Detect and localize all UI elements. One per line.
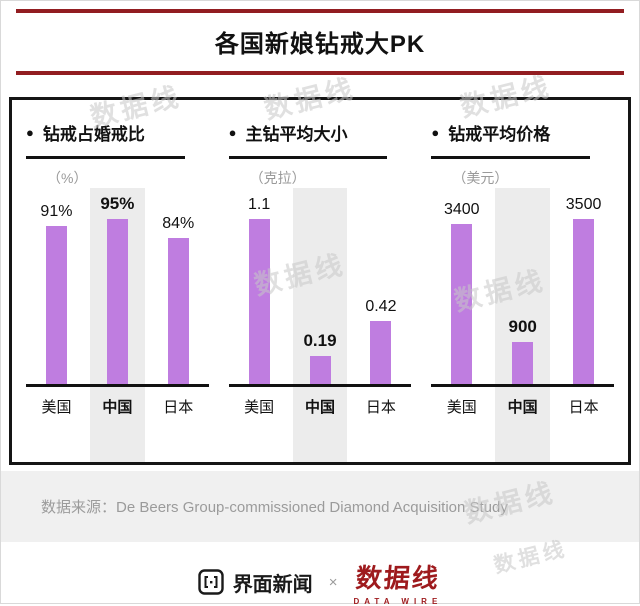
bar-value-label: 84% bbox=[162, 215, 195, 232]
categories: 美国 中国 日本 bbox=[26, 396, 209, 417]
jiemian-logo-icon bbox=[197, 569, 224, 595]
chart-panel: ● 主钻平均大小 （克拉） 1.1 0.19 0.42 美国 中国 日本 bbox=[228, 120, 412, 462]
page-title: 各国新娘钻戒大PK bbox=[214, 31, 426, 58]
highlight-column bbox=[495, 188, 551, 462]
bar-slot: 3500 bbox=[553, 196, 614, 384]
bar-slot: 3400 bbox=[431, 201, 492, 384]
source-text: De Beers Group-commissioned Diamond Acqu… bbox=[116, 499, 508, 516]
bar bbox=[248, 219, 270, 384]
category-label: 日本 bbox=[365, 399, 396, 416]
bar-value-label: 1.1 bbox=[247, 196, 271, 213]
bar-slot: 900 bbox=[492, 317, 553, 384]
panel-unit: （克拉） bbox=[249, 170, 306, 186]
jiemian-logo: 界面新闻 bbox=[197, 568, 313, 597]
bar bbox=[45, 226, 67, 384]
bar-slot: 95% bbox=[87, 194, 148, 384]
panel-header: ● 主钻平均大小 bbox=[228, 120, 388, 159]
plot-area: 1.1 0.19 0.42 美国 中国 日本 bbox=[228, 188, 412, 462]
category-label: 日本 bbox=[568, 399, 599, 416]
bullet-icon: ● bbox=[26, 125, 34, 140]
panel-title: 钻戒平均价格 bbox=[448, 125, 551, 144]
chart-panel: ● 钻戒占婚戒比 （%） 91% 95% 84% 美国 中国 日本 bbox=[26, 120, 209, 462]
bar bbox=[573, 219, 595, 384]
source-label: 数据来源： bbox=[41, 499, 117, 516]
bar bbox=[106, 219, 128, 384]
bullet-icon: ● bbox=[431, 125, 440, 140]
category-label: 美国 bbox=[41, 399, 72, 416]
bar-value-label: 91% bbox=[40, 203, 73, 220]
bar bbox=[370, 321, 392, 384]
datawire-logo: 数据线 DATA WIRE bbox=[353, 558, 442, 606]
bar bbox=[309, 356, 331, 384]
plot-area: 91% 95% 84% 美国 中国 日本 bbox=[26, 188, 209, 462]
category-label: 美国 bbox=[446, 399, 477, 416]
bars: 1.1 0.19 0.42 bbox=[229, 192, 412, 384]
bar-slot: 0.19 bbox=[290, 331, 351, 384]
categories: 美国 中国 日本 bbox=[229, 396, 412, 417]
bar-value-label: 3500 bbox=[565, 196, 602, 213]
datawire-logo-text: 数据线 bbox=[354, 563, 442, 593]
title-rule-bottom bbox=[16, 71, 624, 75]
highlight-column bbox=[292, 188, 348, 462]
bars: 3400 900 3500 bbox=[431, 192, 614, 384]
footer: 界面新闻 × 数据线 DATA WIRE bbox=[1, 542, 639, 606]
x-axis-line bbox=[431, 384, 615, 387]
category-label: 美国 bbox=[244, 399, 275, 416]
panel-header: ● 钻戒平均价格 bbox=[431, 120, 591, 159]
datawire-logo-subtext: DATA WIRE bbox=[353, 597, 443, 606]
jiemian-logo-text: 界面新闻 bbox=[232, 573, 313, 596]
x-axis-line bbox=[228, 384, 412, 387]
bar-value-label: 0.19 bbox=[303, 331, 337, 350]
bar bbox=[167, 238, 189, 384]
chart-panel: ● 钻戒平均价格 （美元） 3400 900 3500 美国 中国 日本 bbox=[431, 120, 615, 462]
bar bbox=[451, 224, 473, 384]
category-label: 日本 bbox=[163, 399, 194, 416]
bar-value-label: 3400 bbox=[443, 201, 480, 218]
bars: 91% 95% 84% bbox=[26, 192, 209, 384]
panel-unit: （%） bbox=[47, 170, 88, 186]
bar-value-label: 95% bbox=[100, 194, 135, 213]
plot-area: 3400 900 3500 美国 中国 日本 bbox=[431, 188, 615, 462]
bar bbox=[512, 342, 534, 384]
bar-slot: 1.1 bbox=[229, 196, 290, 384]
panel-header: ● 钻戒占婚戒比 bbox=[26, 120, 185, 159]
panel-title: 主钻平均大小 bbox=[245, 125, 348, 144]
charts-row: ● 钻戒占婚戒比 （%） 91% 95% 84% 美国 中国 日本 ● 主钻平均大小 （… bbox=[26, 120, 615, 462]
x-axis-line bbox=[26, 384, 209, 387]
bar-value-label: 900 bbox=[508, 317, 537, 336]
category-label: 中国 bbox=[102, 399, 133, 416]
category-label: 中国 bbox=[507, 399, 538, 416]
bar-value-label: 0.42 bbox=[365, 298, 397, 315]
panel-unit: （美元） bbox=[452, 170, 509, 186]
bar-slot: 0.42 bbox=[350, 298, 411, 384]
categories: 美国 中国 日本 bbox=[431, 396, 614, 417]
multiply-sign: × bbox=[328, 573, 338, 591]
chart-box: ● 钻戒占婚戒比 （%） 91% 95% 84% 美国 中国 日本 ● 主钻平均大小 （… bbox=[9, 97, 631, 465]
bar-slot: 84% bbox=[148, 215, 209, 384]
panel-title: 钻戒占婚戒比 bbox=[42, 125, 145, 144]
title-rule-top bbox=[16, 9, 624, 13]
bullet-icon: ● bbox=[228, 125, 237, 140]
category-label: 中国 bbox=[305, 399, 336, 416]
source-band: 数据来源：De Beers Group-commissioned Diamond… bbox=[1, 471, 639, 542]
bar-slot: 91% bbox=[26, 203, 87, 384]
